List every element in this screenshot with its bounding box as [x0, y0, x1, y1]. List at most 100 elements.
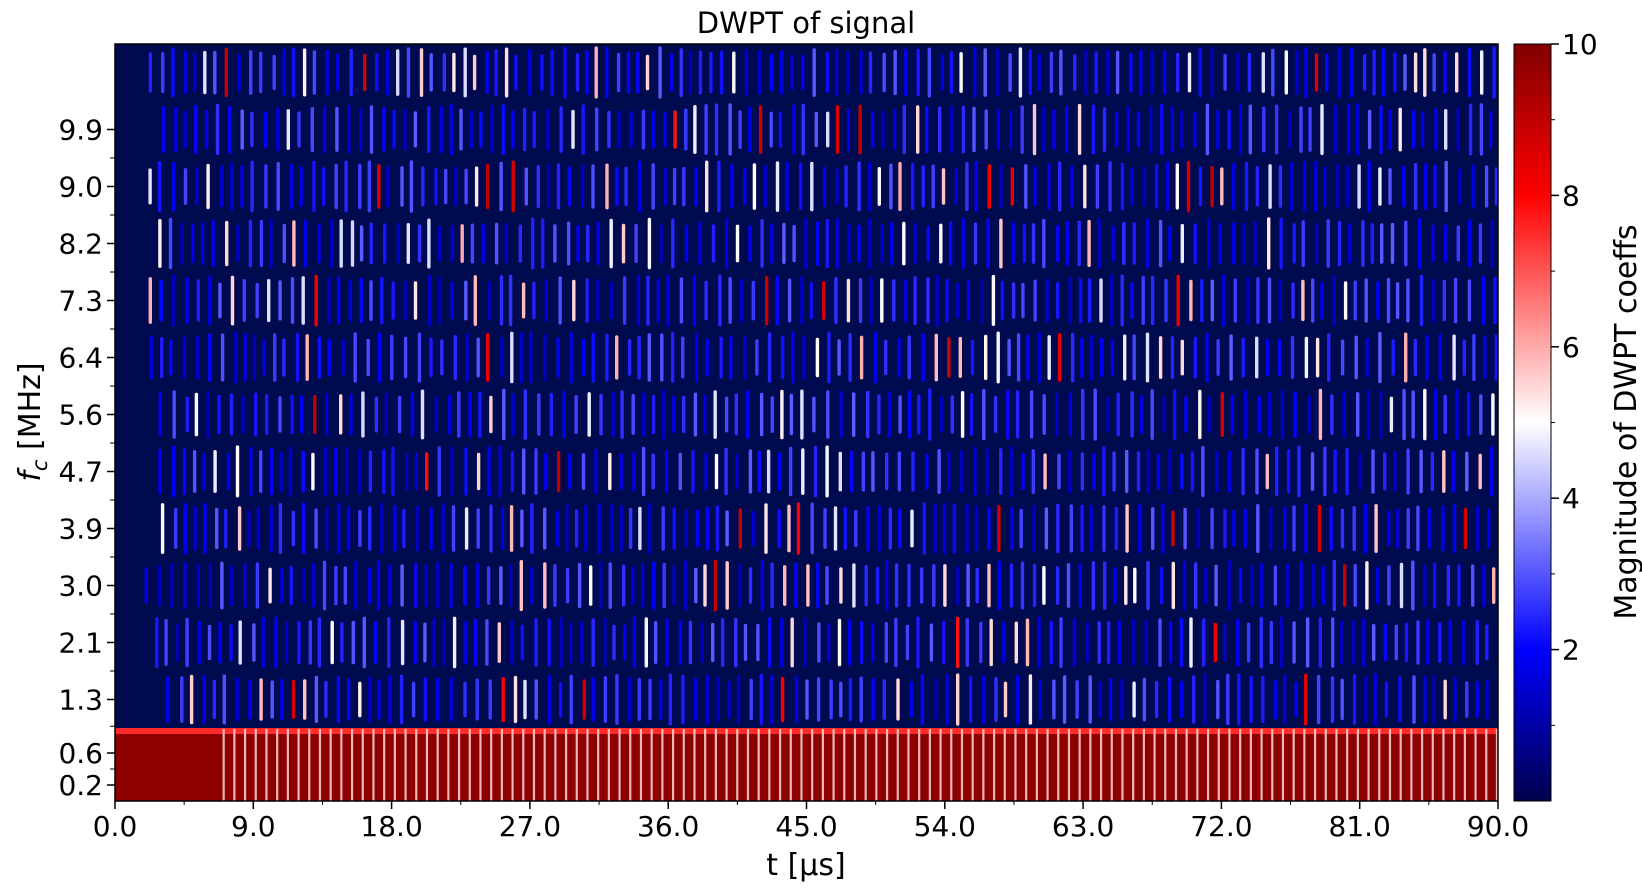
heatmap-pulse	[339, 219, 343, 268]
heatmap-pulse	[705, 674, 709, 725]
heatmap-pulse	[544, 279, 548, 322]
heatmap-pulse	[1173, 388, 1177, 441]
heatmap-pulse	[846, 108, 851, 151]
y-tick-label: 0.2	[58, 769, 103, 802]
band-low-stripe	[821, 729, 824, 801]
heatmap-pulse	[366, 338, 370, 377]
heatmap-pulse	[1455, 388, 1459, 441]
heatmap-pulse	[1299, 561, 1303, 610]
heatmap-pulse	[815, 337, 820, 378]
band-low-stripe	[736, 729, 739, 801]
heatmap-pulse	[659, 224, 663, 263]
band-low-stripe	[992, 729, 996, 801]
heatmap-pulse	[1451, 450, 1455, 493]
heatmap-pulse	[406, 223, 410, 264]
heatmap-pulse	[1475, 620, 1479, 665]
heatmap-pulse	[1443, 51, 1447, 94]
heatmap-pulse	[848, 333, 852, 382]
heatmap-pulse	[838, 451, 842, 492]
heatmap-pulse	[215, 507, 219, 550]
heatmap-pulse	[1205, 332, 1209, 383]
heatmap-pulse	[537, 393, 541, 436]
heatmap-pulse	[698, 50, 703, 95]
heatmap-pulse	[782, 222, 786, 264]
heatmap-pulse	[504, 223, 509, 264]
heatmap-pulse	[1479, 103, 1484, 156]
heatmap-pulse	[574, 509, 579, 548]
heatmap-pulse	[791, 331, 795, 384]
heatmap-pulse	[724, 217, 729, 270]
heatmap-pulse	[610, 504, 614, 553]
heatmap-pulse	[1216, 679, 1220, 720]
heatmap-pulse	[567, 166, 572, 207]
heatmap-pulse	[248, 679, 252, 720]
heatmap-pulse	[684, 224, 689, 263]
heatmap-pulse	[1242, 222, 1246, 265]
heatmap-pulse	[1167, 676, 1172, 723]
heatmap-pulse	[313, 394, 317, 435]
heatmap-pulse	[1374, 504, 1378, 553]
heatmap-pulse	[1037, 54, 1042, 91]
heatmap-pulse	[413, 281, 418, 320]
heatmap-pulse	[249, 50, 253, 95]
heatmap-pulse	[358, 163, 362, 210]
heatmap-pulse	[1066, 563, 1071, 608]
heatmap-pulse	[947, 337, 951, 378]
heatmap-pulse	[770, 674, 774, 725]
heatmap-pulse	[764, 165, 768, 208]
heatmap-pulse	[729, 335, 733, 380]
heatmap-pulse	[987, 507, 991, 550]
heatmap-pulse	[243, 333, 247, 382]
heatmap-pulse	[1198, 47, 1202, 98]
heatmap-pulse	[911, 451, 915, 492]
heatmap-pulse	[672, 167, 677, 206]
heatmap-pulse	[738, 110, 742, 149]
heatmap-pulse	[1353, 564, 1357, 607]
heatmap-pulse	[1070, 165, 1074, 208]
heatmap-pulse	[346, 506, 351, 551]
heatmap-pulse	[415, 505, 420, 552]
heatmap-pulse	[400, 564, 404, 607]
band-low-stripe	[1453, 729, 1456, 801]
heatmap-pulse	[1456, 107, 1460, 152]
heatmap-pulse	[932, 564, 936, 607]
heatmap-pulse	[1490, 446, 1494, 497]
heatmap-pulse	[1416, 505, 1420, 552]
heatmap-pulse	[662, 389, 666, 440]
band-low-stripe	[308, 729, 311, 801]
heatmap-pulse	[970, 339, 975, 376]
heatmap-pulse	[582, 679, 586, 720]
heatmap-pulse	[160, 337, 164, 379]
x-tick-label: 0.0	[93, 810, 138, 843]
heatmap-pulse	[825, 445, 829, 498]
heatmap-pulse	[1032, 563, 1037, 608]
heatmap-pulse	[486, 566, 491, 605]
heatmap-pulse	[999, 448, 1003, 495]
heatmap-pulse	[1210, 507, 1214, 550]
heatmap-pulse	[1311, 563, 1316, 608]
heatmap-pulse	[230, 275, 235, 326]
heatmap-pulse	[549, 392, 553, 437]
heatmap-pulse	[1485, 679, 1489, 720]
heatmap-pulse	[921, 165, 925, 208]
heatmap-pulse	[861, 451, 865, 492]
band-low-stripe	[425, 729, 429, 801]
heatmap-pulse	[1267, 217, 1271, 270]
heatmap-pulse	[632, 451, 636, 492]
heatmap-pulse	[411, 681, 416, 718]
heatmap-pulse	[1434, 108, 1438, 151]
heatmap-pulse	[543, 507, 547, 550]
heatmap-pulse	[1020, 105, 1024, 154]
heatmap-pulse	[870, 110, 875, 149]
heatmap-pulse	[985, 447, 989, 496]
heatmap-pulse	[1332, 274, 1336, 327]
heatmap-pulse	[956, 673, 960, 726]
heatmap-pulse	[1471, 164, 1475, 209]
heatmap-pulse	[159, 279, 163, 322]
heatmap-pulse	[868, 161, 872, 212]
band-low-stripe	[1378, 729, 1381, 801]
heatmap-pulse	[522, 107, 527, 152]
heatmap-pulse	[571, 109, 575, 149]
heatmap-pulse	[1305, 617, 1310, 668]
heatmap-pulse	[317, 336, 322, 379]
